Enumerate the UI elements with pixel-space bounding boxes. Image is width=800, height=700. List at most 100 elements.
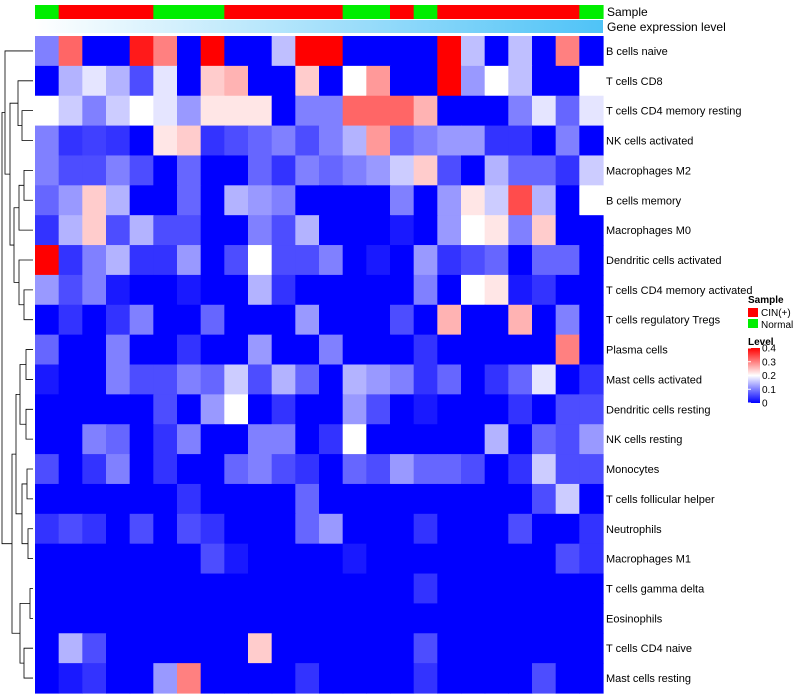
heatmap-cell: [106, 513, 131, 545]
heatmap-cell: [295, 274, 320, 306]
heatmap-cell: [224, 513, 249, 545]
heatmap-cell: [224, 245, 249, 276]
heatmap-cell: [484, 513, 509, 545]
heatmap-cell: [555, 185, 580, 216]
sample-annotation-cell: [177, 5, 202, 19]
heatmap-cell: [177, 185, 202, 216]
heatmap-cell: [200, 543, 225, 575]
heatmap-cell: [177, 155, 202, 186]
sample-annotation-cell: [153, 5, 178, 19]
heatmap-cell: [508, 424, 533, 455]
heatmap-cell: [532, 334, 557, 366]
heatmap-cell: [461, 185, 486, 216]
expression-annotation-bar: [35, 20, 603, 33]
heatmap-cell: [224, 454, 249, 485]
heatmap-cell: [461, 125, 486, 157]
heatmap-cell: [35, 155, 60, 186]
heatmap-cell: [224, 573, 249, 605]
row-label: Monocytes: [606, 464, 660, 476]
heatmap-cell: [390, 215, 415, 246]
heatmap-cell: [319, 364, 344, 395]
dendrogram-branch: [21, 110, 33, 141]
heatmap-cell: [153, 65, 178, 97]
heatmap-cell: [555, 304, 580, 336]
legend-level-title: Level: [748, 337, 774, 348]
heatmap-cell: [106, 274, 131, 306]
heatmap-cell: [200, 513, 225, 545]
heatmap-cell: [82, 663, 107, 694]
heatmap-cell: [579, 663, 604, 694]
heatmap-cell: [319, 245, 344, 276]
heatmap-cell: [82, 454, 107, 485]
heatmap-cell: [271, 424, 296, 455]
heatmap-cell: [295, 543, 320, 575]
heatmap-cell: [82, 573, 107, 605]
heatmap-cell: [58, 334, 83, 366]
legend-swatch-cin: [748, 308, 758, 317]
heatmap-cell: [461, 155, 486, 186]
heatmap-cell: [437, 603, 462, 634]
heatmap-cell: [82, 603, 107, 634]
heatmap-cell: [271, 245, 296, 276]
heatmap-cell: [437, 424, 462, 455]
heatmap-cell: [579, 245, 604, 276]
heatmap-cell: [461, 543, 486, 575]
heatmap-cell: [153, 633, 178, 664]
heatmap-cell: [58, 603, 83, 634]
heatmap-cell: [58, 65, 83, 97]
heatmap-cell: [532, 573, 557, 605]
heatmap-cell: [366, 513, 391, 545]
sample-annotation-cell: [437, 5, 462, 19]
heatmap-cell: [366, 424, 391, 455]
heatmap-cell: [319, 334, 344, 366]
heatmap-cell: [342, 483, 367, 515]
heatmap-cell: [58, 663, 83, 694]
heatmap-cell: [295, 573, 320, 605]
heatmap-cell: [366, 304, 391, 336]
heatmap-cell: [342, 155, 367, 186]
heatmap-cell: [413, 483, 438, 515]
heatmap-cell: [532, 633, 557, 664]
heatmap-cell: [58, 364, 83, 395]
row-label: B cells memory: [606, 195, 682, 207]
heatmap-cell: [484, 334, 509, 366]
dendrogram-branch: [1, 112, 12, 545]
heatmap-cell: [153, 603, 178, 634]
heatmap-cell: [177, 364, 202, 395]
heatmap-cell: [555, 364, 580, 395]
heatmap-cell: [82, 633, 107, 664]
heatmap-cell: [579, 573, 604, 605]
heatmap-cell: [248, 36, 273, 67]
row-label: Dendritic cells resting: [606, 404, 711, 416]
heatmap-cell: [271, 454, 296, 485]
heatmap-cell: [153, 454, 178, 485]
heatmap-cell: [58, 274, 83, 306]
heatmap-cell: [484, 543, 509, 575]
heatmap-cell: [319, 65, 344, 97]
heatmap-cell: [555, 573, 580, 605]
heatmap-cell: [224, 663, 249, 694]
heatmap-cell: [413, 394, 438, 425]
heatmap-cell: [390, 513, 415, 545]
heatmap-cell: [295, 364, 320, 395]
heatmap-cell: [579, 603, 604, 634]
heatmap-cell: [82, 394, 107, 425]
heatmap-cell: [129, 245, 154, 276]
heatmap-cell: [579, 95, 604, 127]
heatmap-cell: [271, 65, 296, 97]
heatmap-cell: [532, 394, 557, 425]
heatmap-cell: [35, 36, 60, 67]
sample-annotation-cell: [106, 5, 131, 19]
heatmap-cell: [177, 125, 202, 157]
row-label: Dendritic cells activated: [606, 255, 722, 267]
dendrogram-branch: [25, 408, 33, 440]
heatmap-cell: [437, 543, 462, 575]
heatmap-cell: [461, 274, 486, 306]
heatmap-cell: [177, 36, 202, 67]
heatmap-cell: [200, 65, 225, 97]
sample-annotation-cell: [366, 5, 391, 19]
heatmap-cell: [484, 603, 509, 634]
heatmap-cell: [390, 185, 415, 216]
heatmap-cell: [271, 125, 296, 157]
dendrogram-branch: [23, 169, 33, 201]
